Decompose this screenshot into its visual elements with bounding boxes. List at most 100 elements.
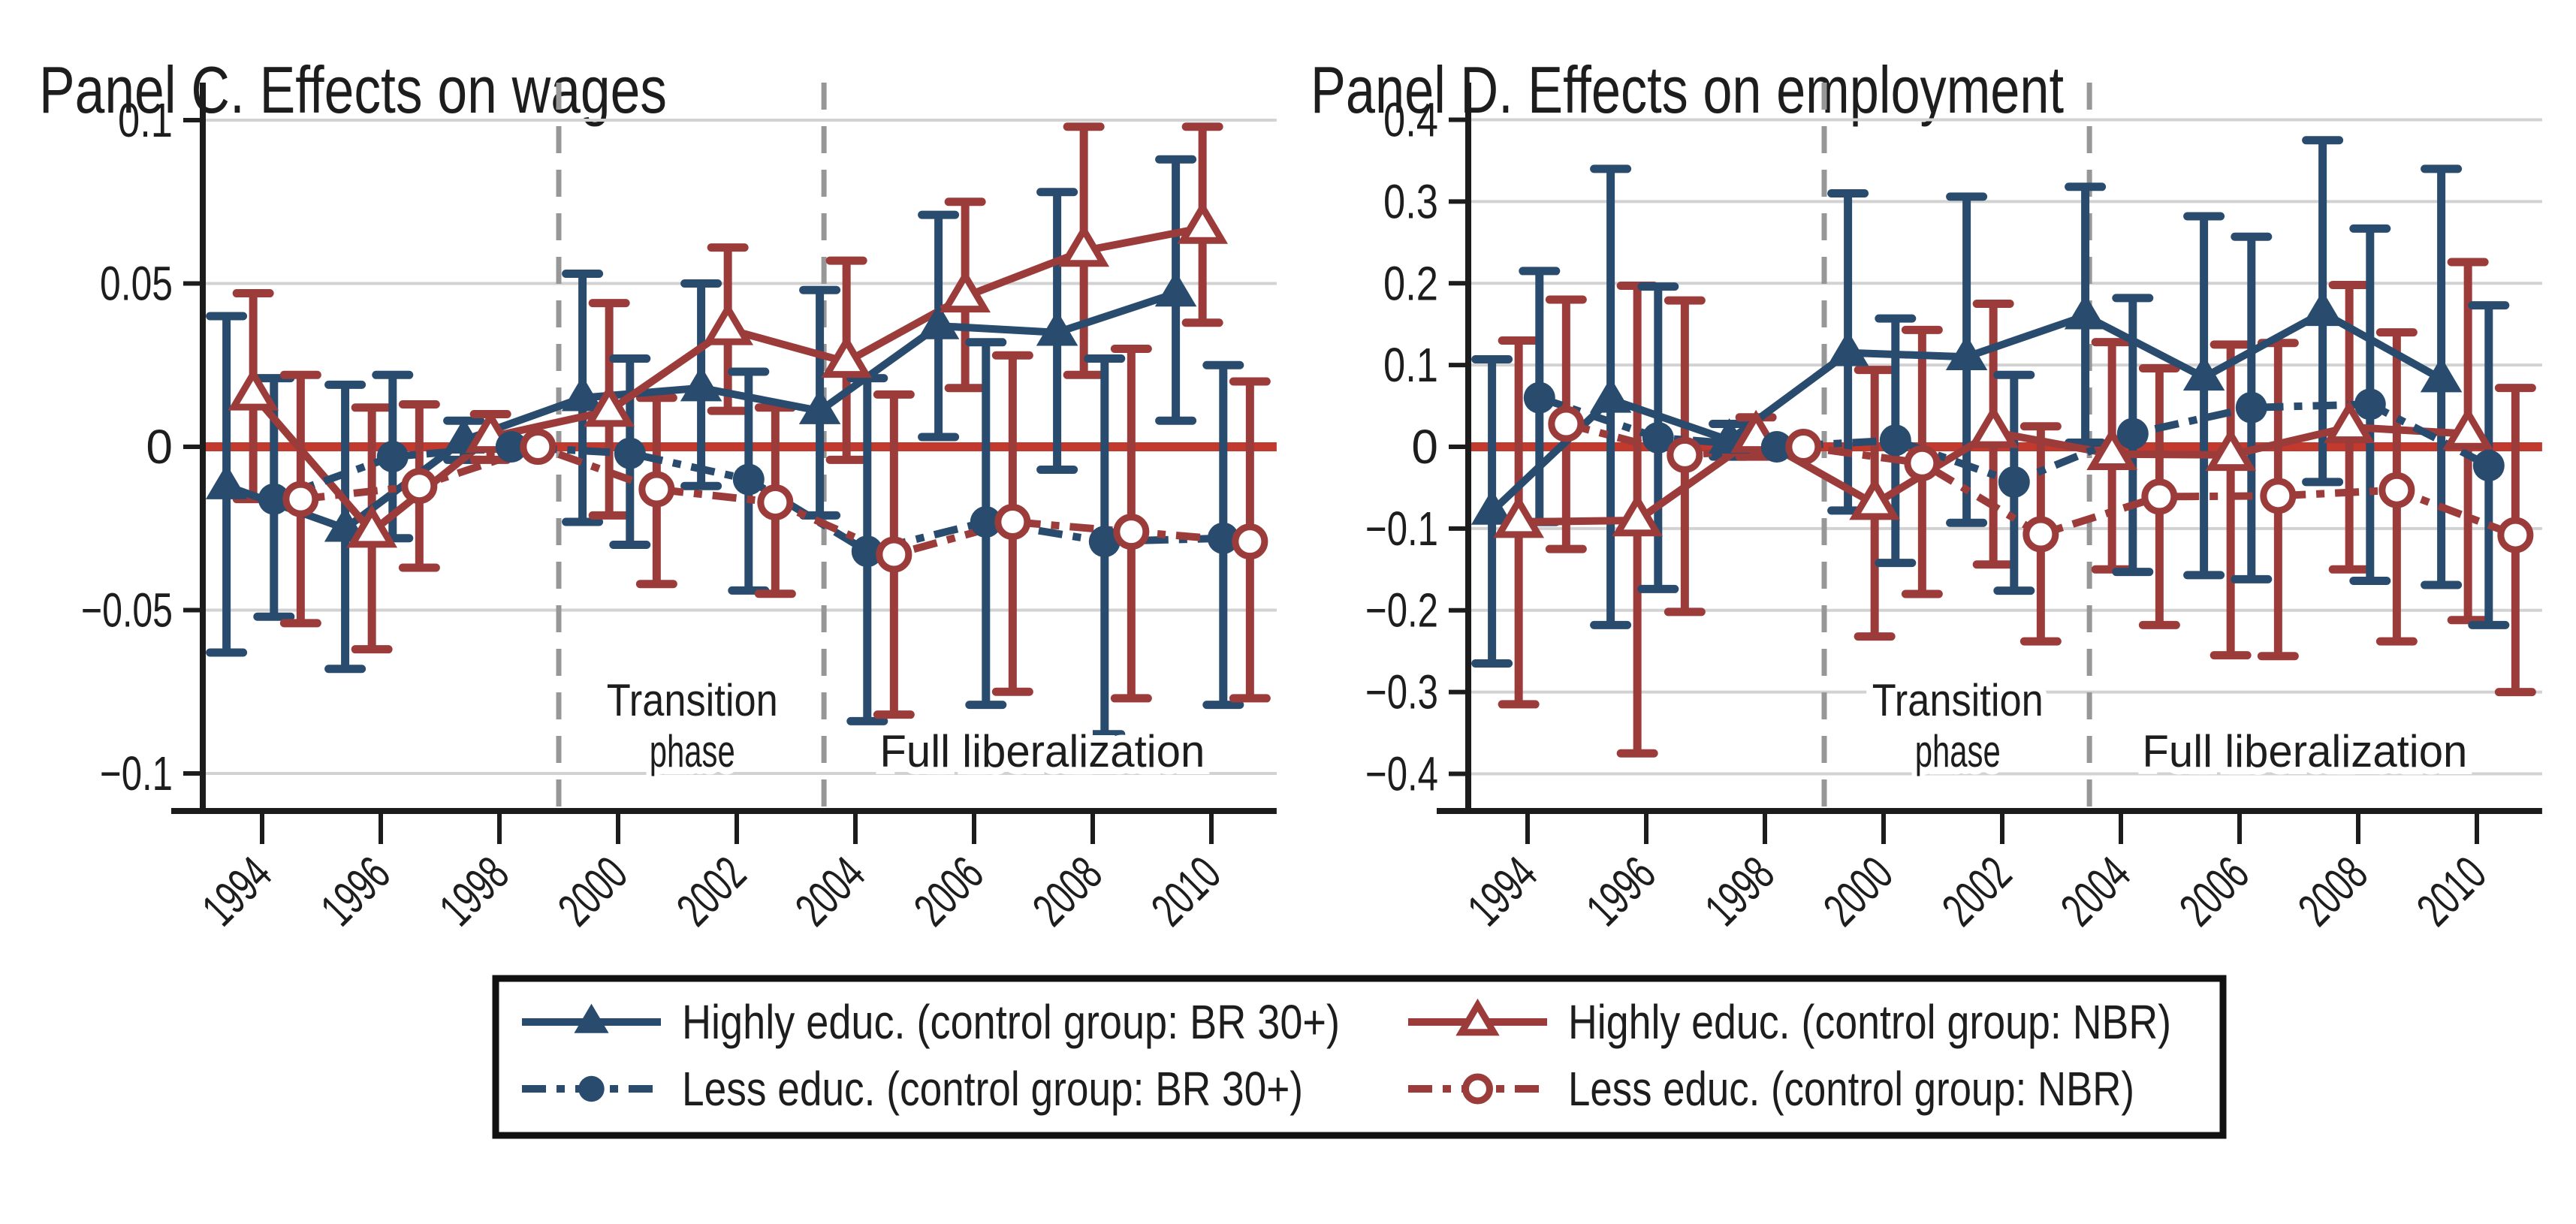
less-nbr-circle-marker	[1113, 514, 1150, 550]
legend-label-2: Highly educ. (control group: NBR)	[1568, 995, 2171, 1049]
less-nbr-circle-marker	[2260, 478, 2297, 514]
highly-br-triangle-marker	[1470, 489, 1513, 525]
less-br-circle-marker	[1760, 431, 1793, 463]
less-nbr-circle-marker	[1785, 429, 1822, 465]
panel-d-title: Panel D. Effects on employment	[1311, 53, 2064, 127]
less-br-circle-marker	[376, 441, 409, 473]
highly-nbr-triangle-marker	[821, 334, 873, 378]
y-tick-label-−0.1: −0.1	[100, 746, 173, 800]
legend-item-2: Highly educ. (control group: NBR)	[1408, 995, 2171, 1049]
legend-blue-triangle-marker	[574, 1003, 609, 1033]
markers-less-br	[258, 431, 1239, 568]
legend-item-1: Highly educ. (control group: BR 30+)	[522, 995, 1340, 1049]
less-nbr-circle-marker	[1548, 405, 1585, 442]
highly-nbr-triangle-marker	[1968, 405, 2019, 448]
y-tick-label-0.3: 0.3	[1383, 174, 1438, 228]
less-br-circle-marker	[614, 437, 646, 469]
legend-item-4: Less educ. (control group: NBR)	[1408, 1062, 2134, 1116]
highly-nbr-triangle-marker	[1177, 200, 1229, 244]
highly-br-triangle-marker	[1826, 330, 1869, 366]
x-tick-label-2006: 2006	[903, 846, 994, 936]
x-tick-label-2002: 2002	[1932, 846, 2022, 936]
less-br-circle-marker	[2472, 450, 2505, 482]
highly-br-triangle-marker	[2064, 294, 2107, 330]
annotation-full-liberalization-line0: Full liberalization	[879, 726, 1205, 776]
x-tick-label-2000: 2000	[547, 846, 638, 936]
less-nbr-circle-marker	[2141, 478, 2178, 515]
markers-less-nbr	[1548, 405, 2534, 553]
y-tick-label-−0.05: −0.05	[81, 583, 173, 637]
highly-nbr-triangle-marker	[1612, 493, 1664, 537]
highly-br-triangle-marker	[1036, 310, 1078, 346]
less-nbr-circle-marker	[638, 471, 675, 508]
less-br-circle-marker	[2116, 418, 2149, 450]
y-tick-label-0.2: 0.2	[1383, 256, 1438, 310]
y-tick-label-0.1: 0.1	[1383, 338, 1438, 392]
highly-br-triangle-marker	[1154, 271, 1197, 307]
y-tick-label-0.4: 0.4	[1383, 93, 1438, 147]
y-tick-label-−0.2: −0.2	[1365, 583, 1438, 638]
legend-red-triangle-marker	[1455, 998, 1500, 1036]
highly-nbr-triangle-marker	[228, 367, 279, 411]
highly-nbr-triangle-marker	[346, 504, 398, 548]
highly-br-triangle-marker	[1589, 377, 1632, 413]
x-tick-label-1994: 1994	[192, 846, 282, 936]
y-tick-label-0: 0	[146, 420, 173, 474]
legend-box	[492, 975, 2227, 1139]
legend-item-3: Less educ. (control group: BR 30+)	[522, 1062, 1303, 1116]
markers-highly-nbr	[228, 200, 1229, 548]
annotation-transition-phase-line1: phase	[650, 726, 735, 776]
x-tick-label-1998: 1998	[429, 846, 519, 936]
less-br-circle-marker	[1523, 381, 1555, 414]
less-br-circle-marker	[495, 431, 527, 463]
annotation-transition-phase-line0: Transition	[1872, 675, 2044, 725]
ci-bars-highly-br	[206, 155, 1197, 674]
y-tick-label-−0.1: −0.1	[1365, 502, 1438, 556]
less-nbr-circle-marker	[282, 481, 319, 517]
x-tick-label-2008: 2008	[2288, 846, 2378, 936]
less-br-circle-marker	[851, 535, 883, 568]
less-br-circle-marker	[1088, 526, 1121, 558]
highly-nbr-triangle-marker	[2324, 399, 2375, 444]
y-tick-label-0.05: 0.05	[100, 257, 173, 311]
panel-d: Panel D. Effects on employment Transition…	[1311, 53, 2542, 936]
less-nbr-circle-marker	[1667, 436, 1703, 473]
less-nbr-circle-marker	[401, 468, 438, 505]
highly-nbr-triangle-marker	[1058, 223, 1110, 267]
y-tick-label-−0.3: −0.3	[1365, 665, 1438, 719]
less-br-circle-marker	[1879, 424, 1911, 457]
highly-nbr-triangle-marker	[2442, 406, 2494, 450]
markers-less-br	[1523, 381, 2505, 498]
less-br-circle-marker	[258, 483, 290, 515]
panel-c: Panel C. Effects on wages Transitionphase…	[39, 53, 1277, 936]
less-br-circle-marker	[970, 506, 1002, 538]
less-nbr-circle-marker	[2022, 516, 2059, 553]
x-tick-label-2004: 2004	[2050, 846, 2140, 936]
less-br-circle-marker	[732, 463, 765, 496]
highly-nbr-triangle-marker	[940, 269, 991, 313]
x-tick-label-2002: 2002	[666, 846, 756, 936]
x-tick-label-2006: 2006	[2169, 846, 2259, 936]
legend-red-circle-marker	[1462, 1073, 1493, 1105]
y-tick-label-0.1: 0.1	[118, 93, 173, 147]
highly-br-triangle-marker	[917, 303, 960, 339]
x-tick-label-2008: 2008	[1022, 846, 1112, 936]
y-tick-label-0: 0	[1411, 420, 1438, 474]
highly-br-triangle-marker	[2420, 357, 2463, 393]
less-br-circle-marker	[2354, 388, 2386, 421]
highly-br-triangle-marker	[798, 388, 841, 424]
highly-br-triangle-marker	[561, 375, 604, 412]
annotation-transition-phase-line0: Transition	[607, 675, 778, 725]
legend: Highly educ. (control group: BR 30+) High…	[492, 975, 2227, 1139]
less-nbr-circle-marker	[1232, 523, 1268, 560]
legend-label-3: Less educ. (control group: BR 30+)	[682, 1062, 1303, 1116]
y-tick-label-−0.4: −0.4	[1365, 746, 1438, 800]
highly-nbr-triangle-marker	[702, 302, 754, 345]
highly-nbr-triangle-marker	[584, 384, 635, 427]
x-tick-label-1998: 1998	[1694, 846, 1784, 936]
less-nbr-circle-marker	[2378, 472, 2415, 508]
highly-br-triangle-marker	[2182, 355, 2225, 391]
less-nbr-circle-marker	[757, 484, 794, 520]
